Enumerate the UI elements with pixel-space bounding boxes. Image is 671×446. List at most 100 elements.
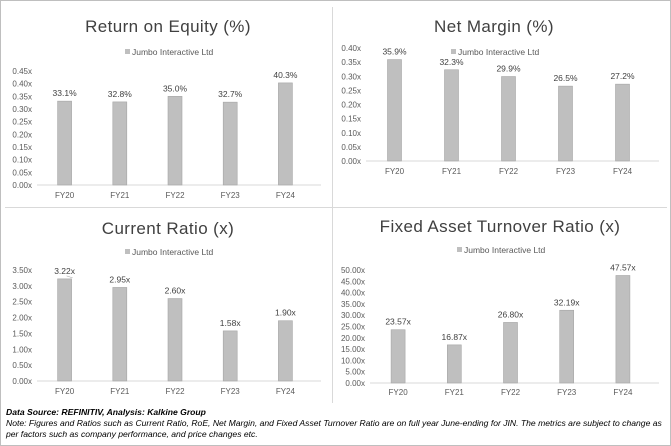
fixed-asset-turnover-data-label: 32.19x [554,297,580,307]
current-ratio-bar-fy24 [278,320,293,382]
current-ratio-legend-label: Jumbo Interactive Ltd [132,247,214,257]
fixed-asset-turnover-data-label: 47.57x [610,262,636,272]
current-ratio-chart-title: Current Ratio (x) [102,219,234,238]
fixed-asset-turnover-y-tick-label: 50.00x [341,266,365,275]
data-source-text: Data Source: REFINITIV, Analysis: Kalkin… [6,407,206,417]
current-ratio-y-tick-label: 1.00x [12,345,32,354]
roe-category-label: FY20 [55,191,75,200]
current-ratio-bar-fy23 [222,330,238,382]
roe-y-tick-label: 0.10x [12,156,32,165]
current-ratio-data-label: 3.22x [54,266,76,276]
roe-bar-fy22 [167,96,183,186]
fixed-asset-turnover-category-label: FY21 [445,388,465,397]
current-ratio-leader-line [66,275,73,279]
roe-chart-title: Return on Equity (%) [85,17,251,36]
current-ratio-data-label: 1.58x [220,318,242,328]
net-margin-chart-title: Net Margin (%) [434,17,554,36]
current-ratio-chart-panel: Current Ratio (x) Jumbo Interactive Ltd 0.… [5,209,331,403]
current-ratio-y-tick-label: 2.50x [12,298,32,307]
net-margin-category-label: FY24 [613,167,633,176]
roe-data-label: 32.7% [218,89,243,99]
fixed-asset-turnover-y-tick-label: 5.00x [345,368,365,377]
net-margin-y-tick-label: 0.25x [341,86,361,95]
roe-y-tick-label: 0.25x [12,118,32,127]
roe-y-tick-label: 0.20x [12,130,32,139]
current-ratio-data-label: 2.95x [109,274,131,284]
fixed-asset-turnover-legend-label: Jumbo Interactive Ltd [464,245,546,255]
fixed-asset-turnover-category-label: FY20 [389,388,409,397]
horizontal-divider [5,207,667,208]
fixed-asset-turnover-data-label: 16.87x [442,332,468,342]
net-margin-data-label: 32.3% [439,57,464,67]
current-ratio-chart: Current Ratio (x) Jumbo Interactive Ltd 0.… [12,219,321,396]
roe-category-label: FY24 [276,191,296,200]
net-margin-bar-fy24 [615,83,630,162]
current-ratio-bar-fy20 [57,278,72,382]
roe-category-label: FY22 [165,191,185,200]
net-margin-category-label: FY22 [499,167,519,176]
fixed-asset-turnover-chart-panel: Fixed Asset Turnover Ratio (x) Jumbo Inte… [334,209,667,403]
current-ratio-y-tick-label: 0.50x [12,361,32,370]
net-margin-bar-fy23 [558,85,573,162]
current-ratio-category-label: FY22 [165,387,185,396]
vertical-divider [332,7,333,403]
fixed-asset-turnover-category-label: FY24 [613,388,633,397]
net-margin-y-tick-label: 0.15x [341,115,361,124]
fixed-asset-turnover-y-tick-label: 40.00x [341,289,365,298]
fixed-asset-turnover-chart: Fixed Asset Turnover Ratio (x) Jumbo Inte… [341,217,659,397]
fixed-asset-turnover-y-tick-label: 45.00x [341,277,365,286]
net-margin-bar-fy20 [387,59,402,162]
current-ratio-y-tick-label: 3.00x [12,282,32,291]
current-ratio-y-tick-label: 2.00x [12,314,32,323]
current-ratio-data-label: 1.90x [275,308,297,318]
net-margin-legend-label: Jumbo Interactive Ltd [458,47,540,57]
fixed-asset-turnover-bar-fy22 [503,322,518,384]
fixed-asset-turnover-data-label: 26.80x [498,309,524,319]
roe-legend-swatch [125,49,130,54]
fixed-asset-turnover-y-tick-label: 15.00x [341,345,365,354]
fixed-asset-turnover-data-label: 23.57x [385,317,411,327]
fixed-asset-turnover-y-tick-label: 30.00x [341,311,365,320]
fixed-asset-turnover-bar-fy24 [615,275,631,384]
fixed-asset-turnover-category-label: FY22 [501,388,521,397]
roe-data-label: 33.1% [53,88,78,98]
roe-category-label: FY21 [110,191,130,200]
roe-chart: Return on Equity (%) Jumbo Interactive Lt… [12,17,321,200]
current-ratio-category-label: FY23 [221,387,241,396]
net-margin-y-tick-label: 0.10x [341,129,361,138]
roe-y-tick-label: 0.00x [12,181,32,190]
net-margin-data-label: 29.9% [496,64,521,74]
net-margin-chart: Net Margin (%) Jumbo Interactive Ltd 0.00x… [341,17,659,176]
current-ratio-y-tick-label: 1.50x [12,329,32,338]
fixed-asset-turnover-chart-title: Fixed Asset Turnover Ratio (x) [380,217,621,236]
net-margin-legend-swatch [451,49,456,54]
current-ratio-y-tick-label: 3.50x [12,266,32,275]
fixed-asset-turnover-bar-fy20 [390,329,406,384]
fixed-asset-turnover-y-tick-label: 25.00x [341,323,365,332]
net-margin-chart-panel: Net Margin (%) Jumbo Interactive Ltd 0.00x… [334,7,667,206]
fixed-asset-turnover-y-tick-label: 20.00x [341,334,365,343]
net-margin-data-label: 35.9% [382,47,407,57]
roe-y-tick-label: 0.05x [12,168,32,177]
fixed-asset-turnover-y-tick-label: 10.00x [341,356,365,365]
roe-bar-fy24 [278,82,293,186]
current-ratio-data-label: 2.60x [165,286,187,296]
net-margin-y-tick-label: 0.20x [341,101,361,110]
roe-y-tick-label: 0.45x [12,67,32,76]
net-margin-category-label: FY20 [385,167,405,176]
current-ratio-bar-fy21 [112,287,128,382]
net-margin-y-tick-label: 0.30x [341,72,361,81]
roe-chart-panel: Return on Equity (%) Jumbo Interactive Lt… [5,7,331,206]
net-margin-bar-fy21 [444,69,459,162]
fixed-asset-turnover-bar-fy21 [447,344,462,384]
fixed-asset-turnover-category-label: FY23 [557,388,577,397]
net-margin-y-tick-label: 0.40x [341,44,361,53]
roe-bar-fy21 [112,101,128,186]
fixed-asset-turnover-legend-swatch [457,247,462,252]
roe-category-label: FY23 [221,191,241,200]
footnote-text: Note: Figures and Ratios such as Current… [6,418,662,439]
roe-y-tick-label: 0.40x [12,80,32,89]
footer: Data Source: REFINITIV, Analysis: Kalkin… [6,407,666,440]
current-ratio-y-tick-label: 0.00x [12,377,32,386]
